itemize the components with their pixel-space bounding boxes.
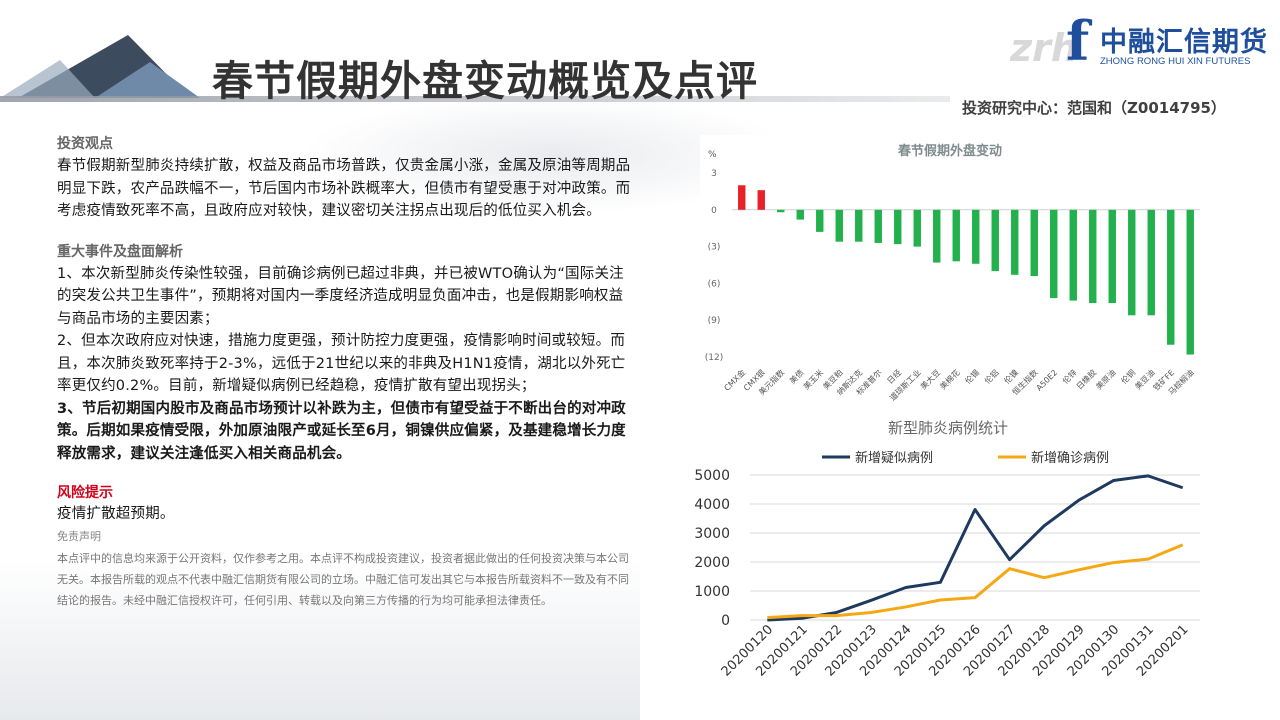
bar: [1069, 209, 1077, 301]
bar: [1050, 209, 1058, 299]
bar: [855, 209, 863, 242]
line-suspected-cases: [767, 474, 1184, 622]
logo-chinese-name: 中融汇信期货: [1100, 27, 1268, 58]
header-triangle-decoration: [0, 35, 200, 98]
logo-watermark: zrh: [1010, 26, 1078, 70]
page-title: 春节假期外盘变动概览及点评: [212, 57, 758, 105]
pneumonia-cases-line-chart: 新型肺炎病例统计 新增疑似病例 新增确诊病例 0 1000 2000 3000 4000…: [690, 415, 1230, 715]
chart-background: [690, 415, 1230, 715]
y-tick-label: 2000: [694, 555, 730, 571]
bar: [816, 209, 824, 232]
y-tick-label: (6): [708, 279, 721, 289]
company-logo: zrh f 中融汇信期货 ZHONG RONG HUI XIN FUTURES: [1010, 12, 1272, 72]
y-tick-label: 3: [711, 169, 717, 179]
logo-english-name: ZHONG RONG HUI XIN FUTURES: [1100, 56, 1251, 67]
bar: [1128, 209, 1136, 316]
header-divider: [0, 96, 950, 102]
disclaimer-text: 本点评中的信息均来源于公开资料，仅作参考之用。本点评不构成投资建议，投资者据此做…: [57, 551, 629, 607]
bar: [991, 209, 999, 272]
chart-title: 新型肺炎病例统计: [888, 419, 1008, 437]
author-credit: 投资研究中心：范国和（Z0014795）: [962, 99, 1226, 117]
bar: [1167, 209, 1175, 345]
y-tick-label: 1000: [694, 584, 730, 600]
overseas-market-change-bar-chart: 春节假期外盘变动 % 30(3)(6)(9)(12) CMX金CMX银美元指数美…: [700, 135, 1220, 410]
bar: [933, 209, 941, 263]
bar: [1147, 209, 1155, 316]
y-axis-unit-label: %: [708, 150, 717, 160]
y-tick-label: (3): [708, 243, 721, 253]
legend-label-suspected: 新增疑似病例: [855, 450, 933, 466]
bar: [894, 209, 902, 245]
legend-label-confirmed: 新增确诊病例: [1031, 450, 1109, 466]
spacer: [57, 465, 635, 483]
bar: [1108, 209, 1116, 304]
y-tick-label: 5000: [694, 468, 730, 484]
investment-view-text: 春节假期新型肺炎持续扩散，权益及商品市场普跌，仅贵金属小涨，金属及原油等周期品明…: [57, 158, 631, 219]
y-tick-label: (12): [705, 353, 723, 363]
disclaimer-heading: 免责声明: [57, 529, 101, 543]
event-item-3: 3、节后初期国内股市及商品市场预计以补跌为主，但债市有望受益于不断出台的对冲政策…: [57, 400, 626, 462]
spacer: [57, 223, 635, 241]
city-skyline-background: [0, 560, 640, 720]
bar: [777, 209, 785, 213]
bar: [1011, 209, 1019, 275]
events-heading: 重大事件及盘面解析: [57, 243, 183, 260]
bar: [874, 209, 882, 243]
bar: [1186, 209, 1194, 355]
commentary-panel: 投资观点 春节假期新型肺炎持续扩散，权益及商品市场普跌，仅贵金属小涨，金属及原油…: [57, 133, 635, 611]
y-tick-label: 3000: [694, 526, 730, 542]
event-item-2: 2、但本次政府应对快速，措施力度更强，预计防控力度更强，疫情影响时间或较短。而且…: [57, 333, 626, 394]
bar: [913, 209, 921, 247]
chart-title: 春节假期外盘变动: [897, 143, 1002, 159]
chart-legend: 新增疑似病例 新增确诊病例: [822, 450, 1109, 466]
investment-view-heading: 投资观点: [57, 136, 113, 152]
bar: [1030, 209, 1038, 277]
bar: [796, 209, 804, 220]
logo-f-mark-icon: f: [1066, 9, 1090, 73]
bar: [952, 209, 960, 262]
y-tick-label: (9): [708, 316, 721, 326]
risk-heading: 风险提示: [57, 485, 113, 501]
y-tick-label: 4000: [694, 497, 730, 513]
bar: [835, 209, 843, 242]
bar: [972, 209, 980, 264]
bar: [757, 190, 765, 210]
event-item-1: 1、本次新型肺炎传染性较强，目前确诊病例已超过非典，并已被WTO确认为“国际关注…: [57, 265, 624, 327]
y-tick-label: 0: [711, 206, 717, 216]
line-confirmed-cases: [767, 543, 1184, 620]
bar: [738, 185, 746, 210]
risk-text: 疫情扩散超预期。: [57, 506, 175, 522]
y-tick-label: 0: [721, 613, 730, 629]
bar: [1089, 209, 1097, 304]
